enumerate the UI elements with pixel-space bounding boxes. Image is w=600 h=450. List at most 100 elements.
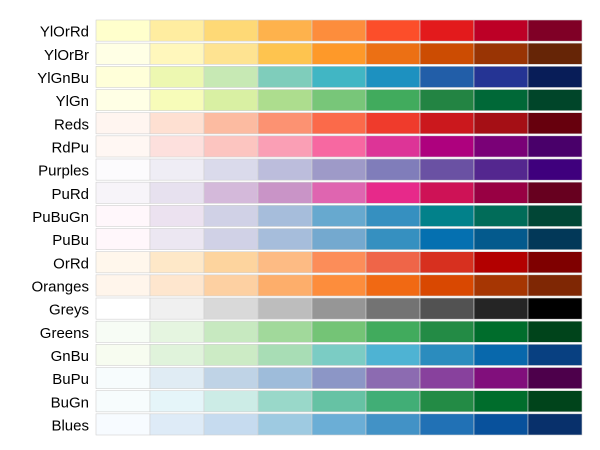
swatch-bupu-8 [473,367,529,389]
swatch-oranges-6 [365,274,421,297]
swatch-blues-5 [311,413,367,436]
swatch-ylorbr-9 [527,42,583,65]
swatch-pubu-3 [203,228,259,250]
swatch-gnbu-3 [203,344,259,366]
swatch-rdpu-6 [365,135,421,158]
swatch-pubu-8 [473,228,529,250]
swatch-bugn-3 [203,390,259,413]
swatch-blues-3 [203,413,259,436]
swatch-oranges-9 [527,274,583,297]
swatch-rdpu-8 [473,135,529,158]
swatch-greys-7 [419,297,475,320]
swatch-orrd-2 [149,251,205,274]
swatch-orrd-6 [365,251,421,274]
swatch-ylgn-1 [95,89,151,111]
swatch-purples-9 [527,158,583,181]
row-label-gnbu: GnBu [51,348,89,365]
swatch-purples-7 [419,158,475,181]
swatch-bupu-3 [203,367,259,389]
swatch-purples-6 [365,158,421,181]
swatch-ylorbr-7 [419,42,475,65]
swatch-gnbu-4 [257,344,313,366]
swatch-oranges-4 [257,274,313,297]
swatch-ylorrd-5 [311,19,367,42]
swatch-ylorbr-8 [473,42,529,65]
swatch-ylgnbu-3 [203,66,259,88]
swatch-ylgnbu-2 [149,66,205,88]
swatch-orrd-3 [203,251,259,274]
swatch-ylorbr-2 [149,42,205,65]
swatch-ylgn-8 [473,89,529,111]
row-label-bugn: BuGn [51,394,89,411]
swatch-greens-2 [149,320,205,343]
swatch-pubugn-4 [257,205,313,227]
row-label-reds: Reds [54,116,89,133]
swatch-ylgnbu-4 [257,66,313,88]
swatch-blues-8 [473,413,529,436]
swatch-purd-2 [149,181,205,204]
swatch-pubu-7 [419,228,475,250]
swatch-oranges-8 [473,274,529,297]
swatch-reds-1 [95,112,151,135]
row-label-ylorrd: YlOrRd [40,24,89,41]
swatch-purples-5 [311,158,367,181]
swatch-greens-8 [473,320,529,343]
swatch-rdpu-1 [95,135,151,158]
swatch-reds-3 [203,112,259,135]
swatch-greys-8 [473,297,529,320]
swatch-orrd-4 [257,251,313,274]
swatch-purd-5 [311,181,367,204]
swatch-ylgn-6 [365,89,421,111]
swatch-bupu-6 [365,367,421,389]
swatch-orrd-7 [419,251,475,274]
swatch-bupu-7 [419,367,475,389]
swatch-gnbu-6 [365,344,421,366]
row-label-ylgn: YlGn [56,93,89,110]
swatch-ylorrd-6 [365,19,421,42]
swatch-ylorrd-2 [149,19,205,42]
swatch-reds-2 [149,112,205,135]
row-label-oranges: Oranges [31,278,89,295]
swatch-reds-9 [527,112,583,135]
swatch-bupu-1 [95,367,151,389]
swatch-ylorrd-7 [419,19,475,42]
swatch-reds-7 [419,112,475,135]
swatch-purd-7 [419,181,475,204]
swatch-reds-4 [257,112,313,135]
swatch-orrd-1 [95,251,151,274]
swatch-pubugn-1 [95,205,151,227]
swatch-oranges-7 [419,274,475,297]
swatch-pubu-2 [149,228,205,250]
swatch-ylorrd-1 [95,19,151,42]
swatch-blues-1 [95,413,151,436]
swatch-gnbu-7 [419,344,475,366]
swatch-ylgn-7 [419,89,475,111]
swatch-ylgn-2 [149,89,205,111]
swatch-bugn-5 [311,390,367,413]
swatch-oranges-3 [203,274,259,297]
row-label-ylorbr: YlOrBr [44,47,89,64]
swatch-greys-3 [203,297,259,320]
row-label-pubugn: PuBuGn [32,209,89,226]
swatch-reds-5 [311,112,367,135]
swatch-orrd-5 [311,251,367,274]
swatch-ylorrd-9 [527,19,583,42]
swatch-ylorbr-4 [257,42,313,65]
row-label-greys: Greys [49,302,89,319]
swatch-ylgn-9 [527,89,583,111]
swatch-rdpu-9 [527,135,583,158]
swatch-bugn-9 [527,390,583,413]
swatch-gnbu-2 [149,344,205,366]
swatch-pubugn-3 [203,205,259,227]
swatch-bupu-9 [527,367,583,389]
swatch-ylorbr-5 [311,42,367,65]
swatch-bugn-2 [149,390,205,413]
swatch-oranges-5 [311,274,367,297]
swatch-gnbu-9 [527,344,583,366]
swatch-ylgn-5 [311,89,367,111]
swatch-orrd-8 [473,251,529,274]
swatch-ylgnbu-8 [473,66,529,88]
swatch-bupu-4 [257,367,313,389]
swatch-greens-4 [257,320,313,343]
swatch-purples-2 [149,158,205,181]
